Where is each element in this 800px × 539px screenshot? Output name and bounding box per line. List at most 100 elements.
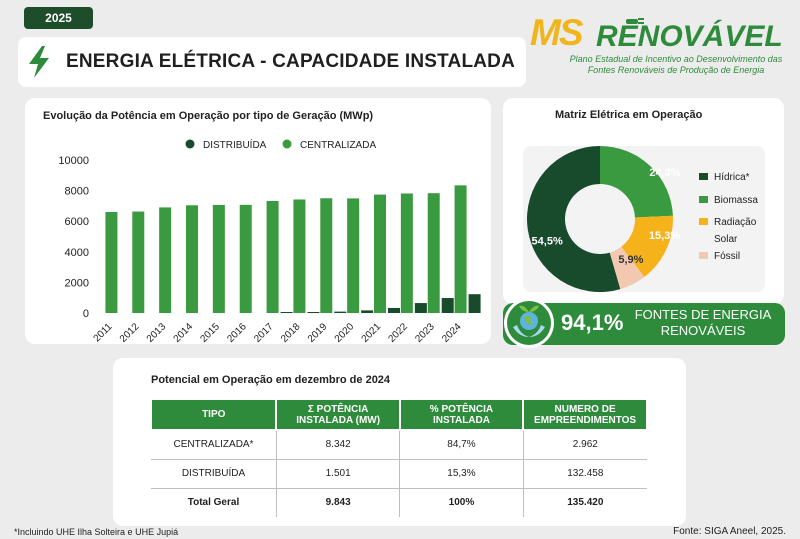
bar-distribuida-2021 — [388, 307, 400, 313]
bar-distribuida-2024 — [468, 294, 481, 313]
title-bar: ENERGIA ELÉTRICA - CAPACIDADE INSTALADA — [18, 37, 526, 87]
logo-name: RENOVÁVEL — [596, 20, 783, 53]
bar-centralizada-2012 — [132, 211, 145, 313]
table-title: Potencial em Operação em dezembro de 202… — [151, 374, 391, 386]
header-tipo: TIPO — [149, 398, 278, 431]
legend-marker-1 — [282, 139, 292, 149]
bar-centralizada-2018 — [293, 199, 306, 313]
pie-label-1: 24,3% — [649, 167, 680, 179]
x-tick-label-2011: 2011 — [92, 321, 115, 344]
pie-label-0: 54,5% — [532, 236, 563, 248]
globe-hands-icon — [504, 298, 554, 348]
table-header-row: TIPO Σ POTÊNCIA INSTALADA (MW) % POTÊNCIA… — [149, 398, 648, 431]
bar-centralizada-2016 — [239, 204, 252, 313]
pie-label-2: 15,3% — [649, 230, 680, 242]
bar-centralizada-2020 — [347, 198, 360, 313]
cell-empreendimentos: 132.458 — [523, 459, 647, 489]
x-tick-label-2021: 2021 — [360, 321, 384, 344]
cell-empreendimentos: 2.962 — [523, 430, 647, 460]
header-empreendimentos: NUMERO DE EMPREENDIMENTOS — [522, 398, 648, 431]
x-tick-label-2014: 2014 — [172, 321, 196, 344]
x-tick-label-2019: 2019 — [306, 321, 330, 344]
pie-legend-swatch-2 — [699, 218, 708, 225]
pie-chart: 54,5% 24,3% 15,3% 5,9% Hídrica* Biomassa Radia… — [523, 146, 765, 292]
bar-distribuida-2022 — [414, 303, 427, 313]
pie-chart-title: Matriz Elétrica em Operação — [555, 109, 703, 121]
bar-centralizada-2015 — [212, 204, 225, 313]
footnote: *Incluindo UHE Ilha Solteira e UHE Jupiá — [14, 527, 179, 537]
pie-slice-1 — [600, 146, 673, 218]
bar-centralizada-2011 — [105, 212, 118, 313]
cell-empreendimentos: 135.420 — [567, 497, 604, 509]
x-tick-label-2013: 2013 — [145, 321, 169, 344]
x-tick-label-2017: 2017 — [252, 321, 276, 344]
bar-centralizada-2014 — [186, 205, 198, 313]
bar-centralizada-2023 — [427, 193, 440, 313]
pie-slice-0 — [527, 146, 621, 292]
x-tick-label-2016: 2016 — [225, 321, 249, 344]
y-tick-label: 2000 — [65, 277, 89, 289]
renewables-label-line1: FONTES DE ENERGIA — [634, 307, 772, 322]
bar-distribuida-2019 — [334, 311, 347, 313]
y-tick-label: 6000 — [65, 216, 89, 228]
bar-centralizada-2022 — [400, 193, 413, 313]
renewables-label: FONTES DE ENERGIA RENOVÁVEIS — [629, 307, 777, 339]
bar-centralizada-2017 — [266, 201, 279, 313]
y-tick-label: 4000 — [65, 247, 89, 259]
x-tick-label-2020: 2020 — [333, 321, 357, 344]
plug-icon — [626, 18, 644, 24]
x-tick-label-2024: 2024 — [440, 321, 464, 344]
bar-distribuida-2018 — [307, 312, 320, 313]
logo-ms: MS — [530, 12, 583, 53]
y-tick-label: 10000 — [58, 155, 89, 167]
pie-label-3: 5,9% — [618, 254, 643, 266]
cell-percentual: 84,7% — [399, 430, 524, 460]
bar-chart: DISTRIBUÍDA CENTRALIZADA 10000 8000 6000 4000… — [58, 138, 481, 344]
bar-distribuida-2017 — [280, 312, 293, 313]
header-potencia: Σ POTÊNCIA INSTALADA (MW) — [275, 398, 401, 431]
page-title: ENERGIA ELÉTRICA - CAPACIDADE INSTALADA — [66, 51, 516, 72]
header-percentual: % POTÊNCIA INSTALADA — [398, 398, 525, 431]
capacity-table: TIPO Σ POTÊNCIA INSTALADA (MW) % POTÊNCIA… — [149, 398, 648, 517]
pie-legend-label-0: Hídrica* — [714, 172, 750, 183]
pie-legend-label-2: Radiação — [714, 217, 757, 228]
legend-label-1: CENTRALIZADA — [300, 140, 376, 151]
bar-centralizada-2013 — [159, 207, 172, 313]
renewables-banner: 94,1% FONTES DE ENERGIA RENOVÁVEIS — [503, 298, 785, 348]
bar-centralizada-2021 — [374, 194, 386, 313]
table-card: Potencial em Operação em dezembro de 202… — [113, 358, 686, 526]
year-badge: 2025 — [24, 7, 93, 29]
cell-percentual: 15,3% — [399, 459, 524, 489]
y-tick-label: 8000 — [65, 186, 89, 198]
pie-slice-3 — [609, 246, 645, 290]
cell-potencia: 9.843 — [276, 488, 401, 517]
bar-chart-title: Evolução da Potência em Operação por tip… — [43, 110, 374, 122]
pie-legend-label-3: Solar — [714, 234, 738, 245]
cell-percentual: 100% — [399, 488, 524, 517]
y-tick-label: 0 — [83, 308, 89, 320]
table-total-row: Total Geral 9.843 100% 135.420 — [151, 488, 647, 517]
renewables-label-line2: RENOVÁVEIS — [660, 323, 746, 338]
cell-tipo: CENTRALIZADA* — [151, 430, 277, 460]
lightning-icon — [29, 46, 49, 78]
pie-legend-label-1: Biomassa — [714, 195, 758, 206]
x-tick-label-2012: 2012 — [118, 321, 142, 344]
bar-chart-card: Evolução da Potência em Operação por tip… — [25, 98, 491, 344]
x-tick-label-2018: 2018 — [279, 321, 303, 344]
pie-legend-label-4: Fóssil — [714, 251, 740, 262]
pie-legend-swatch-4 — [699, 252, 708, 259]
cell-potencia: 1.501 — [276, 459, 401, 489]
cell-tipo: Total Geral — [151, 488, 277, 517]
legend-marker-0 — [185, 139, 195, 149]
source-note: Fonte: SIGA Aneel, 2025. — [673, 526, 786, 537]
ms-renovavel-logo: MS RENOVÁVEL Plano Estadual de Incentivo… — [530, 10, 792, 76]
table-row: DISTRIBUÍDA 1.501 15,3% 132.458 — [151, 459, 647, 489]
pie-slice-2 — [621, 215, 673, 277]
legend-label-0: DISTRIBUÍDA — [203, 138, 267, 151]
pie-legend-swatch-1 — [699, 196, 708, 203]
x-tick-label-2015: 2015 — [198, 321, 222, 344]
cell-potencia: 8.342 — [276, 430, 401, 460]
pie-chart-card: Matriz Elétrica em Operação 54,5% 24,3% 15… — [503, 98, 784, 304]
cell-tipo: DISTRIBUÍDA — [151, 459, 277, 489]
renewables-percent: 94,1% — [561, 310, 624, 335]
